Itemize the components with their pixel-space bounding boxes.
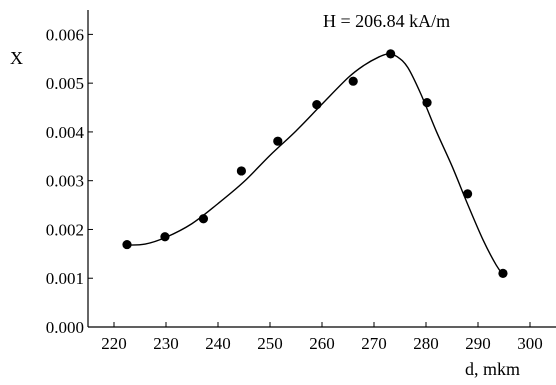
data-point xyxy=(236,166,246,176)
y-tick-label: 0.001 xyxy=(46,269,84,288)
data-point xyxy=(498,268,508,278)
y-tick-label: 0.004 xyxy=(46,123,85,142)
data-point xyxy=(348,76,358,86)
x-tick-label: 260 xyxy=(309,334,335,353)
fit-curve-layer xyxy=(126,53,505,277)
x-tick-label: 300 xyxy=(517,334,543,353)
x-axis-label: d, mkm xyxy=(465,359,520,379)
y-tick-label: 0.005 xyxy=(46,74,84,93)
y-axis-label: X xyxy=(10,48,23,68)
x-tick-label: 280 xyxy=(413,334,439,353)
x-tick-label: 230 xyxy=(153,334,179,353)
fit-curve-line xyxy=(126,53,505,277)
y-tick-label: 0.003 xyxy=(46,172,84,191)
y-tick-label: 0.006 xyxy=(46,25,84,44)
data-point xyxy=(463,189,473,199)
x-tick-label: 220 xyxy=(101,334,127,353)
data-points xyxy=(122,49,508,278)
x-tick-label: 240 xyxy=(205,334,231,353)
x-tick-label: 250 xyxy=(257,334,283,353)
data-point xyxy=(122,239,132,250)
y-tick-label: 0.000 xyxy=(46,318,84,337)
data-point xyxy=(312,100,322,110)
data-point xyxy=(160,232,170,242)
axis-ticks: 220 230 240 250 260 270 280 290 300 0.000 0.001 0.0… xyxy=(46,25,543,353)
x-tick-label: 270 xyxy=(361,334,387,353)
field-annotation: H = 206.84 kA/m xyxy=(323,11,450,31)
data-point xyxy=(386,49,396,59)
data-point xyxy=(273,136,283,146)
y-tick-label: 0.002 xyxy=(46,220,84,239)
x-tick-label: 290 xyxy=(465,334,491,353)
axes xyxy=(87,10,556,328)
data-point xyxy=(422,98,432,108)
data-point xyxy=(198,214,209,224)
